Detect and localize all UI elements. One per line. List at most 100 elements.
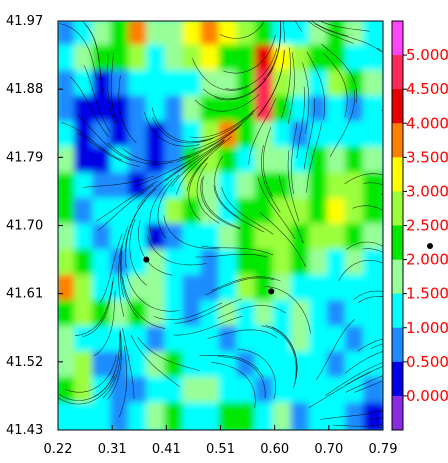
field-cell bbox=[272, 402, 295, 430]
field-cell bbox=[308, 274, 331, 305]
field-cell bbox=[218, 172, 241, 202]
field-cell bbox=[200, 121, 223, 151]
y-tick-label: 41.43 bbox=[6, 423, 43, 438]
field-cell bbox=[182, 274, 205, 305]
field-cell bbox=[128, 121, 151, 151]
field-cell bbox=[74, 95, 97, 126]
field-cell bbox=[74, 44, 97, 75]
streamline bbox=[129, 219, 147, 286]
field-cell bbox=[254, 274, 277, 305]
field-cell bbox=[58, 197, 79, 228]
field-cell bbox=[200, 351, 223, 381]
field-cell bbox=[200, 172, 223, 202]
x-axis: 0.22 0.31 0.41 0.51 0.60 0.70 0.79 bbox=[44, 425, 397, 457]
y-axis: 41.97 41.88 41.79 41.70 41.61 41.52 41.43 bbox=[6, 14, 63, 438]
field-cell bbox=[146, 249, 169, 279]
field-cell bbox=[110, 121, 133, 151]
streamline bbox=[201, 245, 274, 256]
streamline bbox=[59, 23, 97, 80]
field-cell bbox=[74, 70, 97, 100]
field-cell bbox=[218, 21, 241, 49]
streamline bbox=[303, 98, 315, 170]
field-cell bbox=[200, 325, 223, 356]
field-cell bbox=[164, 402, 187, 430]
colorbar-label: 3.000 bbox=[406, 182, 448, 200]
field-cell bbox=[362, 249, 383, 279]
field-cell bbox=[110, 172, 133, 202]
field-cell bbox=[218, 223, 241, 254]
streamline bbox=[85, 24, 103, 94]
streamline bbox=[122, 148, 191, 163]
field-cell bbox=[146, 21, 169, 49]
field-cell bbox=[58, 274, 79, 305]
streamline bbox=[363, 182, 383, 186]
field-cell bbox=[58, 146, 79, 177]
field-cell bbox=[236, 325, 259, 356]
field-cell bbox=[326, 300, 349, 330]
field-cell bbox=[58, 376, 79, 407]
streamline bbox=[176, 126, 240, 162]
streamline bbox=[192, 112, 254, 150]
streamline bbox=[258, 49, 285, 116]
x-tick-label: 0.51 bbox=[206, 442, 235, 457]
field-cell bbox=[146, 197, 169, 228]
field-cell bbox=[272, 197, 295, 228]
streamline bbox=[122, 276, 166, 329]
colorbar-segment bbox=[392, 259, 403, 295]
streamline bbox=[311, 21, 349, 37]
colorbar-segment bbox=[392, 191, 403, 226]
field-cell bbox=[110, 274, 133, 305]
streamline bbox=[314, 23, 382, 53]
streamline bbox=[76, 132, 140, 167]
field-cell bbox=[58, 95, 79, 126]
streamline bbox=[194, 93, 260, 112]
streamline bbox=[118, 245, 125, 317]
streamline bbox=[291, 122, 298, 194]
field-cell bbox=[110, 402, 133, 430]
field-cell bbox=[146, 70, 169, 100]
field-cell bbox=[200, 376, 223, 407]
field-cell bbox=[344, 70, 367, 100]
field-cell bbox=[182, 172, 205, 202]
field-cell bbox=[326, 402, 349, 430]
field-cell bbox=[344, 300, 367, 330]
streamline bbox=[346, 241, 383, 250]
colorbar-segment bbox=[392, 89, 403, 124]
field-cell bbox=[254, 300, 277, 330]
field-cell bbox=[362, 197, 383, 228]
field-cell bbox=[74, 351, 97, 381]
field-cell bbox=[308, 300, 331, 330]
colorbar-label: 1.500 bbox=[406, 285, 448, 303]
field-cell bbox=[362, 402, 383, 430]
field-cell bbox=[326, 146, 349, 177]
field-cell bbox=[290, 70, 313, 100]
field-cell bbox=[92, 21, 115, 49]
field-cell bbox=[290, 300, 313, 330]
streamline bbox=[248, 98, 277, 165]
field-cell bbox=[218, 402, 241, 430]
field-cell bbox=[128, 70, 151, 100]
field-cell bbox=[344, 21, 367, 49]
field-cell bbox=[200, 249, 223, 279]
field-cell bbox=[200, 70, 223, 100]
field-cell bbox=[146, 146, 169, 177]
field-cell bbox=[326, 274, 349, 305]
streamline bbox=[207, 329, 278, 339]
field-cell bbox=[254, 146, 277, 177]
field-cell bbox=[110, 223, 133, 254]
streamline bbox=[163, 215, 220, 250]
field-cell bbox=[164, 325, 187, 356]
field-cell bbox=[362, 95, 383, 126]
streamline bbox=[157, 174, 180, 239]
streamline bbox=[77, 114, 133, 162]
field-cell bbox=[236, 146, 259, 177]
field-cell bbox=[362, 121, 383, 151]
field-cell bbox=[74, 21, 97, 49]
field-cell bbox=[74, 197, 97, 228]
field-cell bbox=[218, 249, 241, 279]
streamline bbox=[260, 144, 281, 213]
field-cell bbox=[236, 95, 259, 126]
colorbar-segment bbox=[392, 21, 403, 56]
station-marker bbox=[143, 256, 150, 263]
field-cell bbox=[290, 172, 313, 202]
